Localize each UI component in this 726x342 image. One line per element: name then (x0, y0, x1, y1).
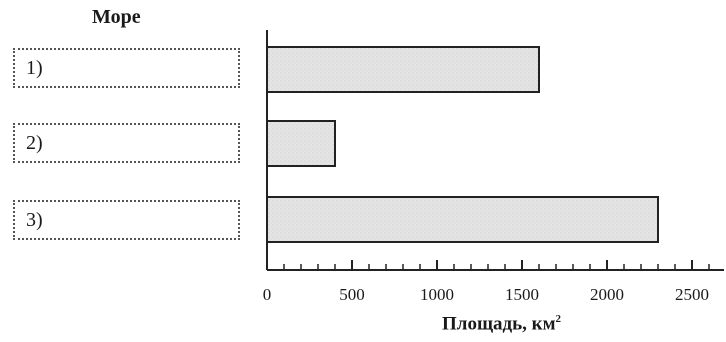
x-tick-label: 2000 (590, 285, 624, 304)
answer-box-1[interactable]: 1) (13, 48, 240, 88)
x-axis-label: Площадь, км2 (442, 313, 562, 335)
sea-heading: Море (92, 6, 141, 28)
x-tick-label: 1000 (420, 285, 454, 304)
x-tick-label: 0 (263, 285, 272, 304)
x-tick-label: 1500 (505, 285, 539, 304)
answer-box-label: 3) (26, 209, 43, 231)
answer-box-2[interactable]: 2) (13, 123, 240, 163)
bar-1 (266, 46, 540, 93)
x-tick-label: 2500 (675, 285, 709, 304)
answer-box-3[interactable]: 3) (13, 200, 240, 240)
bar-3 (266, 196, 659, 243)
answer-box-label: 2) (26, 132, 43, 154)
bar-2 (266, 120, 336, 167)
x-tick-label: 500 (339, 285, 365, 304)
answer-box-label: 1) (26, 57, 43, 79)
